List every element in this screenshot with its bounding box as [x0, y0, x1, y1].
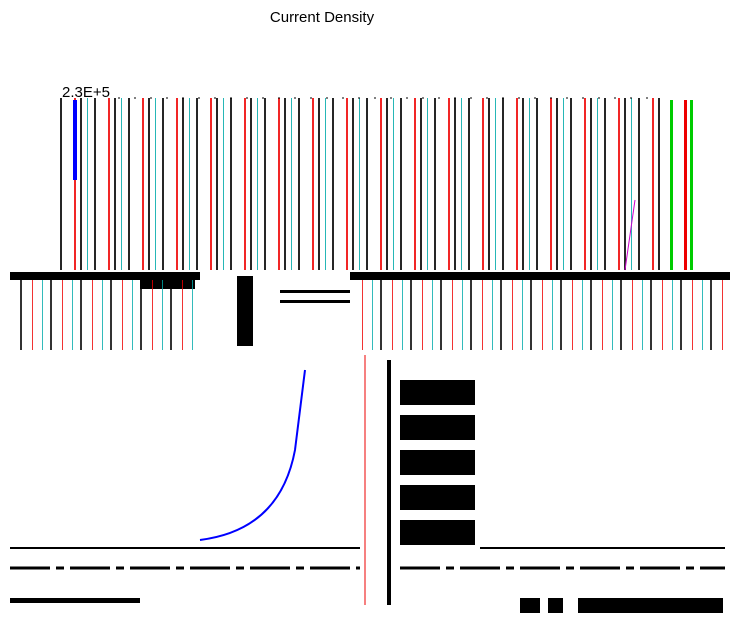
blue-bar — [73, 100, 77, 180]
screenshot: Current Density 2.3E+5 — [0, 0, 733, 617]
top-panel — [60, 98, 693, 270]
green-bar — [690, 100, 693, 270]
stripes — [355, 280, 725, 350]
block — [400, 380, 475, 405]
block — [10, 598, 140, 603]
window-title: Current Density — [270, 9, 375, 26]
block — [400, 415, 475, 440]
block — [280, 290, 350, 293]
page: Current Density 2.3E+5 (() => { const da… — [0, 0, 733, 617]
block — [400, 485, 475, 510]
block — [237, 276, 253, 346]
block — [280, 300, 350, 303]
block — [400, 450, 475, 475]
block — [520, 598, 540, 613]
block — [548, 598, 563, 613]
block — [578, 598, 723, 613]
block — [400, 520, 475, 545]
stripes — [20, 280, 200, 350]
curve — [200, 370, 305, 540]
stripes — [60, 98, 660, 270]
green-bar — [670, 100, 673, 270]
band — [350, 272, 730, 280]
red-bar — [684, 100, 687, 270]
block — [387, 360, 391, 605]
